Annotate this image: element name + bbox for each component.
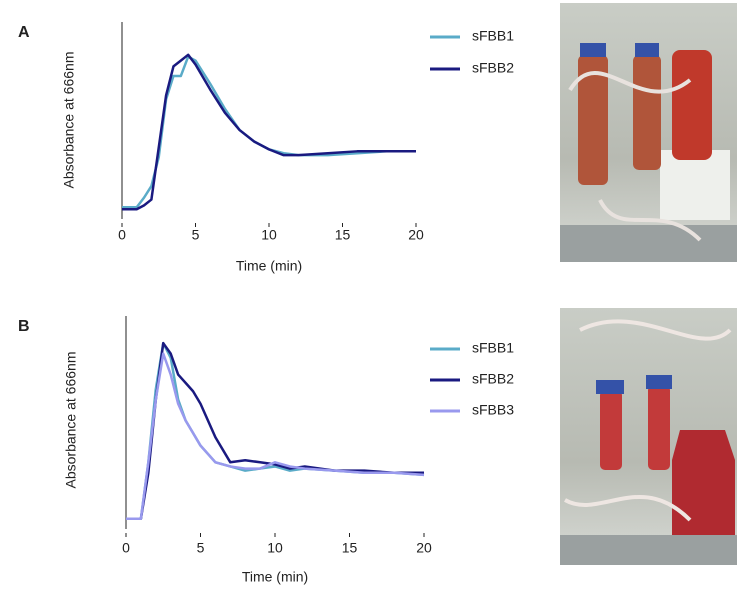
x-tick-label: 20: [408, 227, 424, 243]
panel-label: B: [18, 318, 30, 335]
x-tick-label: 5: [192, 227, 200, 243]
legend-label: sFBB3: [472, 402, 514, 418]
legend-label: sFBB1: [472, 340, 514, 356]
x-tick-label: 0: [122, 540, 130, 556]
x-tick-label: 15: [335, 227, 351, 243]
x-tick-label: 15: [342, 540, 358, 556]
series-line: [122, 55, 416, 209]
x-axis-label: Time (min): [236, 258, 302, 274]
legend-label: sFBB1: [472, 28, 514, 44]
series-line: [122, 53, 416, 211]
y-axis-label: Absorbance at 666nm: [63, 352, 79, 489]
legend-label: sFBB2: [472, 60, 514, 76]
y-axis-label: Absorbance at 666nm: [61, 52, 77, 189]
panel-label: A: [18, 24, 30, 41]
x-tick-label: 20: [416, 540, 432, 556]
x-tick-label: 10: [261, 227, 277, 243]
photo-b: [560, 308, 737, 565]
x-tick-label: 0: [118, 227, 126, 243]
series-line: [126, 352, 425, 520]
x-axis-label: Time (min): [242, 569, 308, 585]
legend-label: sFBB2: [472, 371, 514, 387]
x-tick-label: 5: [197, 540, 205, 556]
series-line: [126, 341, 424, 520]
series-line: [126, 341, 425, 520]
x-tick-label: 10: [267, 540, 283, 556]
photo-a: [560, 3, 737, 262]
